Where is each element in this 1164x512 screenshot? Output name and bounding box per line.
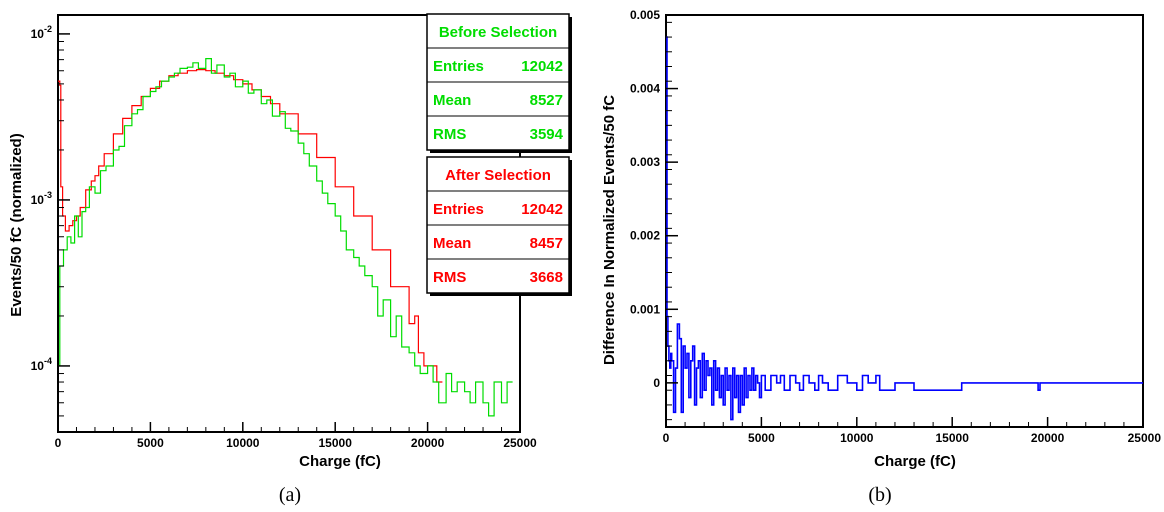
- x-tick-label: 5000: [748, 431, 775, 445]
- y-tick-label: 0: [653, 376, 660, 390]
- x-tick-label: 15000: [319, 436, 353, 450]
- x-tick-label: 25000: [1128, 431, 1162, 445]
- x-tick-label: 5000: [137, 436, 164, 450]
- y-tick-label: 10-3: [31, 190, 52, 207]
- y-tick-label: 0.002: [630, 229, 660, 243]
- stat-box-before-selection: Before Selection Entries 12042 Mean 8527 RMS 3…: [426, 13, 572, 153]
- y-axis-title: Difference In Normalized Events/50 fC: [601, 95, 618, 365]
- panel-caption: (b): [868, 484, 891, 506]
- stat-label-entries: Entries: [433, 58, 484, 75]
- y-axis-title: Events/50 fC (normalized): [8, 133, 25, 316]
- stat-value-mean: 8457: [530, 235, 563, 252]
- plot-frame: [665, 14, 1144, 428]
- y-tick-label: 10-2: [31, 24, 52, 41]
- x-tick-label: 10000: [226, 436, 260, 450]
- series-before-selection-line: [58, 58, 513, 417]
- stat-value-entries: 12042: [521, 58, 563, 75]
- stat-value-rms: 3594: [530, 126, 564, 143]
- stat-label-entries: Entries: [433, 201, 484, 218]
- y-tick-label: 0.001: [630, 302, 660, 316]
- x-tick-label: 20000: [411, 436, 445, 450]
- x-tick-label: 10000: [840, 431, 874, 445]
- stat-label-mean: Mean: [433, 235, 471, 252]
- x-axis-title: Charge (fC): [874, 453, 956, 470]
- x-tick-label: 25000: [503, 436, 537, 450]
- x-tick-label: 20000: [1031, 431, 1065, 445]
- panel-b-difference-histogram: 0 5000 10000 15000 20000 25000 0 0.001 0.002 0.00…: [601, 8, 1161, 506]
- stat-box-after-selection: After Selection Entries 12042 Mean 8457 RMS 36…: [426, 156, 572, 296]
- stat-box-title: After Selection: [445, 167, 551, 184]
- stat-value-rms: 3668: [530, 269, 563, 286]
- stat-label-mean: Mean: [433, 92, 471, 109]
- y-tick-label: 0.004: [630, 82, 660, 96]
- x-axis-title: Charge (fC): [299, 453, 381, 470]
- x-tick-label: 0: [663, 431, 670, 445]
- stat-value-mean: 8527: [530, 92, 563, 109]
- stat-box-title: Before Selection: [439, 24, 557, 41]
- panel-caption: (a): [279, 484, 301, 506]
- stat-label-rms: RMS: [433, 269, 466, 286]
- x-tick-label: 15000: [936, 431, 970, 445]
- x-tick-label: 0: [55, 436, 62, 450]
- y-tick-label: 0.003: [630, 155, 660, 169]
- stat-label-rms: RMS: [433, 126, 466, 143]
- y-tick-label: 0.005: [630, 8, 660, 22]
- panel-a-histogram-log: 0 5000 10000 15000 20000 25000 10-4 10-3 10-2 Cha…: [8, 13, 572, 506]
- stat-value-entries: 12042: [521, 201, 563, 218]
- series-difference-line: [666, 36, 1143, 421]
- y-tick-label: 10-4: [31, 356, 52, 373]
